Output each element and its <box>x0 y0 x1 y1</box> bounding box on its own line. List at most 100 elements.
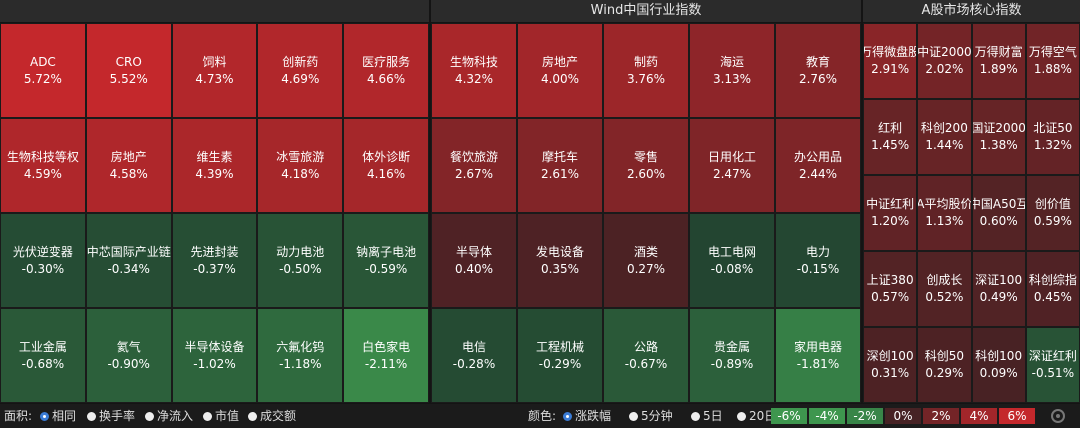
tile[interactable]: 电力 -0.15% <box>775 213 861 308</box>
tile[interactable]: 半导体 0.40% <box>431 213 517 308</box>
tile-value: 1.20% <box>871 214 910 228</box>
settings-icon[interactable] <box>1050 408 1066 424</box>
tile[interactable]: 万得微盘股 2.91% <box>863 23 918 99</box>
tile[interactable]: 创价值 0.59% <box>1025 175 1080 251</box>
tile-value: 1.45% <box>871 138 910 152</box>
tile[interactable]: 餐饮旅游 2.67% <box>431 118 517 213</box>
tile[interactable]: 先进封装 -0.37% <box>171 213 258 308</box>
tile-value: 0.09% <box>979 366 1018 380</box>
tile[interactable]: 工业金属 -0.68% <box>0 308 86 403</box>
radio-button[interactable] <box>248 411 257 421</box>
radio-option[interactable]: 相同 <box>40 409 76 423</box>
tile[interactable]: 海运 3.13% <box>689 23 775 118</box>
tile[interactable]: ADC 5.72% <box>0 23 86 118</box>
tile[interactable]: 中证红利 1.20% <box>863 175 918 251</box>
tile[interactable]: 办公用品 2.44% <box>775 118 861 213</box>
tile-value: 5.52% <box>109 71 148 86</box>
radio-option[interactable]: 市值 <box>203 409 239 423</box>
tile[interactable]: 酒类 0.27% <box>603 213 689 308</box>
tile[interactable]: 饲料 4.73% <box>171 23 258 118</box>
tile-value: -0.34% <box>107 261 150 276</box>
tile[interactable]: 万得财富 1.89% <box>971 23 1026 99</box>
tile-name: 体外诊断 <box>362 149 411 164</box>
radio-button[interactable] <box>203 411 212 421</box>
radio-button[interactable] <box>737 411 746 421</box>
tile-value: -0.28% <box>452 356 496 371</box>
tile[interactable]: A平均股价 1.13% <box>917 175 972 251</box>
tile[interactable]: 制药 3.76% <box>603 23 689 118</box>
radio-option[interactable]: 5分钟 <box>629 409 673 423</box>
tile[interactable]: 光伏逆变器 -0.30% <box>0 213 86 308</box>
radio-button[interactable] <box>629 411 638 421</box>
tile-value: -0.15% <box>796 261 840 276</box>
tile[interactable]: 红利 1.45% <box>863 99 918 175</box>
tile[interactable]: 氦气 -0.90% <box>85 308 172 403</box>
tile[interactable]: 中芯国际产业链 -0.34% <box>85 213 172 308</box>
radio-option[interactable]: 净流入 <box>145 409 193 423</box>
radio-option[interactable]: 成交额 <box>248 409 296 423</box>
tile[interactable]: 万得空气 1.88% <box>1025 23 1080 99</box>
tile-name: 电信 <box>461 339 486 354</box>
tile-name: 科创200 <box>920 121 968 135</box>
tile[interactable]: 中证2000 2.02% <box>917 23 972 99</box>
tile-value: 2.67% <box>454 166 494 181</box>
tile[interactable]: CRO 5.52% <box>85 23 172 118</box>
tile[interactable]: 房地产 4.00% <box>517 23 603 118</box>
tile-name: 生物科技等权 <box>6 149 79 164</box>
tile-name: 中芯国际产业链 <box>86 244 171 259</box>
radio-option[interactable]: 20日 <box>737 409 776 423</box>
radio-button[interactable] <box>145 411 154 421</box>
tile[interactable]: 科创200 1.44% <box>917 99 972 175</box>
option-text: 5分钟 <box>641 409 673 423</box>
tile[interactable]: 创新药 4.69% <box>257 23 344 118</box>
tile[interactable]: 体外诊断 4.16% <box>343 118 429 213</box>
tile-value: 4.39% <box>195 166 234 181</box>
tile[interactable]: 生物科技 4.32% <box>431 23 517 118</box>
tile[interactable]: 钠离子电池 -0.59% <box>343 213 429 308</box>
tile[interactable]: 科创综指 0.45% <box>1025 251 1080 327</box>
radio-button[interactable] <box>87 411 96 421</box>
tile[interactable]: 北证50 1.32% <box>1025 99 1080 175</box>
tile[interactable]: 创成长 0.52% <box>917 251 972 327</box>
tile[interactable]: 动力电池 -0.50% <box>257 213 344 308</box>
tile[interactable]: 深证红利 -0.51% <box>1025 327 1080 403</box>
tile[interactable]: 公路 -0.67% <box>603 308 689 403</box>
tile[interactable]: 深创100 0.31% <box>863 327 918 403</box>
tile[interactable]: 发电设备 0.35% <box>517 213 603 308</box>
option-text: 市值 <box>215 409 240 423</box>
tile[interactable]: 白色家电 -2.11% <box>343 308 429 403</box>
tile[interactable]: 零售 2.60% <box>603 118 689 213</box>
tile-value: -0.67% <box>624 356 668 371</box>
tile[interactable]: 生物科技等权 4.59% <box>0 118 86 213</box>
tile[interactable]: 中国A50互 0.60% <box>971 175 1026 251</box>
tile-value: 0.45% <box>1033 290 1072 304</box>
tile[interactable]: 深证100 0.49% <box>971 251 1026 327</box>
tile[interactable]: 贵金属 -0.89% <box>689 308 775 403</box>
tile[interactable]: 半导体设备 -1.02% <box>171 308 258 403</box>
tile[interactable]: 维生素 4.39% <box>171 118 258 213</box>
tile[interactable]: 电工电网 -0.08% <box>689 213 775 308</box>
tile[interactable]: 工程机械 -0.29% <box>517 308 603 403</box>
tile[interactable]: 摩托车 2.61% <box>517 118 603 213</box>
tile[interactable]: 医疗服务 4.66% <box>343 23 429 118</box>
panel-header: A股市场核心指数 <box>863 0 1080 22</box>
tile[interactable]: 上证380 0.57% <box>863 251 918 327</box>
radio-option[interactable]: 涨跌幅 <box>563 409 611 423</box>
tile[interactable]: 教育 2.76% <box>775 23 861 118</box>
radio-button[interactable] <box>563 411 572 421</box>
tile[interactable]: 科创100 0.09% <box>971 327 1026 403</box>
tile[interactable]: 房地产 4.58% <box>85 118 172 213</box>
tile[interactable]: 冰雪旅游 4.18% <box>257 118 344 213</box>
radio-option[interactable]: 换手率 <box>87 409 135 423</box>
tile[interactable]: 电信 -0.28% <box>431 308 517 403</box>
tile[interactable]: 国证2000 1.38% <box>971 99 1026 175</box>
radio-button[interactable] <box>40 411 49 421</box>
tile[interactable]: 六氟化钨 -1.18% <box>257 308 344 403</box>
radio-button[interactable] <box>691 411 700 421</box>
radio-option[interactable]: 5日 <box>691 409 723 423</box>
tile[interactable]: 日用化工 2.47% <box>689 118 775 213</box>
tile-name: 工业金属 <box>18 339 67 354</box>
tile-value: 0.52% <box>925 290 964 304</box>
tile[interactable]: 科创50 0.29% <box>917 327 972 403</box>
tile[interactable]: 家用电器 -1.81% <box>775 308 861 403</box>
